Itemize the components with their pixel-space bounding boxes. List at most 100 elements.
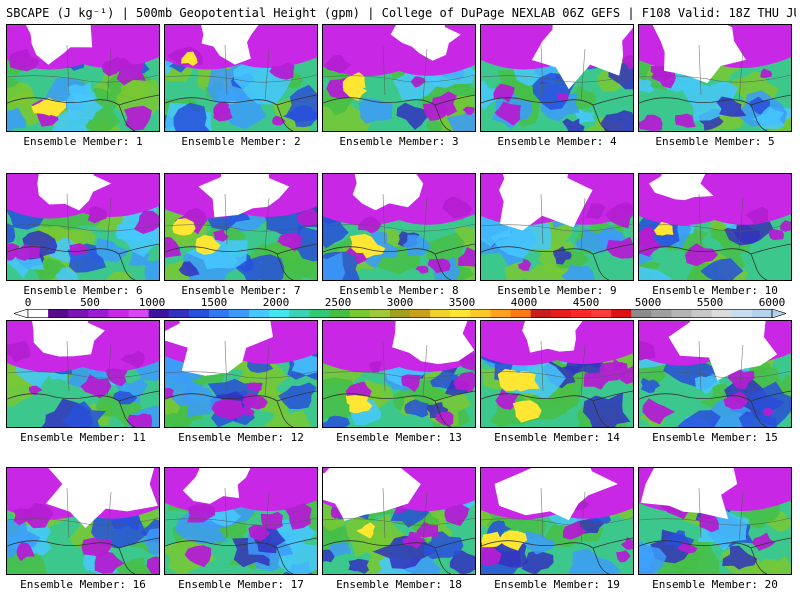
colorbar-swatch (329, 309, 351, 318)
ensemble-member-label: Ensemble Member: 12 (178, 431, 304, 444)
sbcape-map (7, 321, 159, 427)
colorbar-tick-label: 2500 (324, 296, 352, 309)
ensemble-panel-map (322, 467, 476, 575)
colorbar-swatch (530, 309, 552, 318)
ensemble-panel-map (638, 320, 792, 428)
sbcape-map (7, 174, 159, 280)
colorbar-tick-label: 5500 (696, 296, 724, 309)
ensemble-panel-map (164, 467, 318, 575)
colorbar-swatch (550, 309, 572, 318)
ensemble-panel-map (638, 173, 792, 281)
ensemble-member-label: Ensemble Member: 20 (652, 578, 778, 591)
colorbar-swatch (269, 309, 290, 318)
colorbar-swatch (208, 309, 230, 318)
colorbar-swatch (570, 309, 592, 318)
colorbar-tick-label: 4000 (510, 296, 538, 309)
ensemble-member-label: Ensemble Member: 5 (655, 135, 775, 148)
sbcape-map (323, 174, 475, 280)
sbcape-map (323, 321, 475, 427)
ensemble-member-label: Ensemble Member: 19 (494, 578, 620, 591)
sbcape-map (481, 468, 633, 574)
ensemble-panel-map (638, 24, 792, 132)
ensemble-panel-map (164, 24, 318, 132)
ensemble-panel-map (322, 24, 476, 132)
ensemble-member-label: Ensemble Member: 11 (20, 431, 146, 444)
sbcape-map (481, 321, 633, 427)
colorbar-swatch (88, 309, 109, 318)
sbcape-map (165, 174, 317, 280)
colorbar-swatch (229, 309, 250, 318)
ensemble-panel-map (6, 467, 160, 575)
ensemble-member-label: Ensemble Member: 13 (336, 431, 462, 444)
colorbar-tick-label: 4500 (572, 296, 600, 309)
colorbar-swatch (510, 309, 532, 318)
colorbar-tick-label: 6000 (758, 296, 786, 309)
colorbar-tick-label: 1500 (200, 296, 228, 309)
colorbar-swatch (389, 309, 411, 318)
sbcape-map (639, 174, 791, 280)
ensemble-member-label: Ensemble Member: 17 (178, 578, 304, 591)
colorbar-tick-label: 2000 (262, 296, 290, 309)
colorbar-tick-label: 3500 (448, 296, 476, 309)
sbcape-map (639, 25, 791, 131)
colorbar-swatch (691, 309, 713, 318)
sbcape-map (323, 25, 475, 131)
ensemble-panel-map (638, 467, 792, 575)
colorbar-swatch (751, 309, 773, 318)
colorbar-swatch (349, 309, 371, 318)
sbcape-map (323, 468, 475, 574)
colorbar-swatch (28, 309, 49, 318)
ensemble-member-label: Ensemble Member: 10 (652, 284, 778, 297)
colorbar-swatch (249, 309, 270, 318)
colorbar-swatch (128, 309, 150, 318)
colorbar-swatch (631, 309, 652, 318)
colorbar-tick-label: 5000 (634, 296, 662, 309)
colorbar-tick-label: 3000 (386, 296, 414, 309)
colorbar-swatch (430, 309, 451, 318)
ensemble-member-label: Ensemble Member: 18 (336, 578, 462, 591)
colorbar-swatch (309, 309, 331, 318)
ensemble-panel-map (164, 173, 318, 281)
ensemble-panel-map (6, 173, 160, 281)
ensemble-member-label: Ensemble Member: 4 (497, 135, 617, 148)
sbcape-map (7, 25, 159, 131)
ensemble-panel-map (322, 320, 476, 428)
ensemble-panel-map (6, 320, 160, 428)
colorbar-tick-label: 500 (80, 296, 100, 309)
colorbar-tick-label: 1000 (138, 296, 166, 309)
colorbar-swatch (148, 309, 170, 318)
colorbar-swatch (108, 309, 129, 318)
ensemble-member-label: Ensemble Member: 1 (23, 135, 143, 148)
ensemble-member-label: Ensemble Member: 15 (652, 431, 778, 444)
colorbar-swatch (591, 309, 612, 318)
colorbar-swatch (369, 309, 391, 318)
colorbar-swatch (188, 309, 210, 318)
colorbar-tick-labels: 0 500 1000 1500 2000 2500 3000 3500 4000 4500 5000… (0, 296, 800, 310)
ensemble-member-label: Ensemble Member: 7 (181, 284, 301, 297)
sbcape-map (165, 468, 317, 574)
ensemble-panel-map (6, 24, 160, 132)
ensemble-panel-map (480, 467, 634, 575)
ensemble-panel-map (322, 173, 476, 281)
ensemble-member-label: Ensemble Member: 8 (339, 284, 459, 297)
sbcape-map (165, 321, 317, 427)
sbcape-map (481, 174, 633, 280)
sbcape-map (639, 321, 791, 427)
colorbar-swatch (168, 309, 190, 318)
ensemble-member-label: Ensemble Member: 6 (23, 284, 143, 297)
colorbar-swatch (48, 309, 69, 318)
colorbar (14, 309, 786, 318)
colorbar-swatch (410, 309, 431, 318)
ensemble-member-label: Ensemble Member: 3 (339, 135, 459, 148)
colorbar-swatch (470, 309, 491, 318)
ensemble-member-label: Ensemble Member: 9 (497, 284, 617, 297)
colorbar-swatch (289, 309, 310, 318)
colorbar-swatch (731, 309, 753, 318)
sbcape-map (7, 468, 159, 574)
ensemble-panel-map (480, 173, 634, 281)
sbcape-map (165, 25, 317, 131)
ensemble-panel-map (164, 320, 318, 428)
ensemble-panel-map (480, 24, 634, 132)
colorbar-swatch (651, 309, 672, 318)
ensemble-member-label: Ensemble Member: 2 (181, 135, 301, 148)
